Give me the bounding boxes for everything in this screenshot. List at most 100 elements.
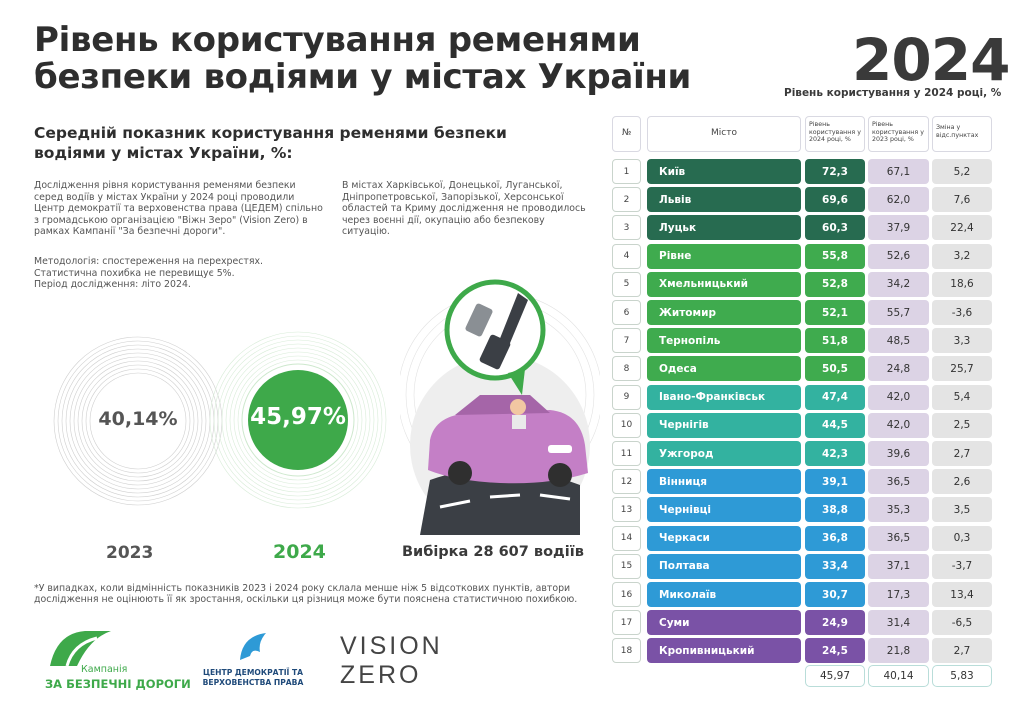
- cedem-line-1: ЦЕНТР ДЕМОКРАТІЇ ТА: [202, 668, 304, 677]
- rate-2024-cell: 51,8: [805, 328, 865, 354]
- table-row: 2 Львів 69,6 62,0 7,6: [612, 187, 992, 213]
- change-cell: 3,3: [932, 328, 992, 354]
- rate-2023-cell: 34,2: [868, 271, 929, 297]
- change-cell: 0,3: [932, 525, 992, 551]
- rate-2024-cell: 42,3: [805, 441, 865, 466]
- table-row: 7 Тернопіль 51,8 48,5 3,3: [612, 328, 992, 354]
- change-cell: 13,4: [932, 582, 992, 607]
- rate-2023-cell: 36,5: [868, 469, 929, 495]
- change-cell: 5,2: [932, 159, 992, 184]
- cedem-logo: ЦЕНТР ДЕМОКРАТІЇ ТА ВЕРХОВЕНСТВА ПРАВА: [198, 630, 308, 690]
- total-rate-2024: 45,97: [805, 665, 865, 687]
- rate-2023-cell: 62,0: [868, 187, 929, 213]
- pink-car: [428, 395, 588, 487]
- table-row: 1 Київ 72,3 67,1 5,2: [612, 159, 992, 184]
- regions-note: В містах Харківської, Донецької, Лугансь…: [342, 180, 586, 238]
- rate-2023-cell: 17,3: [868, 582, 929, 607]
- period-text: Період дослідження: літо 2024.: [34, 279, 191, 291]
- label-2024: 2024: [273, 541, 326, 563]
- change-cell: 18,6: [932, 271, 992, 297]
- seatbelt-bubble: [444, 279, 546, 395]
- change-cell: 25,7: [932, 356, 992, 382]
- row-number: 18: [612, 638, 641, 664]
- table-row: 8 Одеса 50,5 24,8 25,7: [612, 356, 992, 382]
- rate-2023-cell: 48,5: [868, 328, 929, 354]
- buckle: [479, 334, 511, 370]
- rate-2023-cell: 36,5: [868, 525, 929, 551]
- methodology-block: Методологія: спостереження на перехрестя…: [34, 256, 324, 291]
- row-number: 13: [612, 497, 641, 523]
- city-name: Тернопіль: [647, 328, 801, 354]
- row-number: 4: [612, 243, 641, 269]
- change-cell: 2,7: [932, 441, 992, 466]
- rate-2023-cell: 37,9: [868, 215, 929, 241]
- city-name: Черкаси: [647, 525, 801, 551]
- total-change: 5,83: [932, 665, 992, 687]
- rate-2024-cell: 52,8: [805, 271, 865, 297]
- table-row: 4 Рівне 55,8 52,6 3,2: [612, 243, 992, 269]
- rate-2024-cell: 60,3: [805, 215, 865, 241]
- table-row: 15 Полтава 33,4 37,1 -3,7: [612, 553, 992, 579]
- rate-2023-cell: 37,1: [868, 553, 929, 579]
- rate-2024-cell: 55,8: [805, 243, 865, 269]
- rate-2023-cell: 31,4: [868, 610, 929, 636]
- city-name: Миколаїв: [647, 582, 801, 607]
- city-name: Вінниця: [647, 469, 801, 495]
- city-name: Кропивницький: [647, 638, 801, 664]
- rate-2023-cell: 55,7: [868, 300, 929, 325]
- rate-2023-cell: 21,8: [868, 638, 929, 664]
- row-number: 3: [612, 215, 641, 241]
- rate-2024-cell: 50,5: [805, 356, 865, 382]
- city-name: Житомир: [647, 300, 801, 325]
- table-row: 13 Чернівці 38,8 35,3 3,5: [612, 497, 992, 523]
- rate-2023-cell: 39,6: [868, 441, 929, 466]
- row-number: 10: [612, 412, 641, 438]
- sample-size: Вибірка 28 607 водіїв: [402, 544, 584, 560]
- row-number: 1: [612, 159, 641, 184]
- city-name: Івано-Франківськ: [647, 384, 801, 410]
- average-2024-value: 45,97%: [250, 404, 346, 430]
- table-row: 18 Кропивницький 24,5 21,8 2,7: [612, 638, 992, 664]
- row-number: 2: [612, 187, 641, 213]
- row-number: 6: [612, 300, 641, 325]
- rate-2023-cell: 35,3: [868, 497, 929, 523]
- change-cell: 2,7: [932, 638, 992, 664]
- average-circles: [53, 331, 387, 509]
- vision-zero-logo: VISION ZERO: [340, 632, 440, 690]
- rate-2024-cell: 33,4: [805, 553, 865, 579]
- cedem-line-2: ВЕРХОВЕНСТВА ПРАВА: [202, 678, 304, 687]
- car-illustration: [400, 279, 600, 535]
- campaign-big-text: ЗА БЕЗПЕЧНІ ДОРОГИ: [45, 677, 191, 691]
- row-number: 7: [612, 328, 641, 354]
- change-cell: 2,5: [932, 412, 992, 438]
- rate-2024-cell: 69,6: [805, 187, 865, 213]
- total-rate-2023: 40,14: [868, 665, 929, 687]
- header-city: Місто: [647, 116, 801, 152]
- header-rate-2023: Рівень користування у 2023 році, %: [868, 116, 929, 152]
- rate-2023-cell: 42,0: [868, 412, 929, 438]
- city-name: Рівне: [647, 243, 801, 269]
- city-name: Чернігів: [647, 412, 801, 438]
- header-rate-2024: Рівень користування у 2024 році, %: [805, 116, 865, 152]
- city-name: Чернівці: [647, 497, 801, 523]
- row-number: 11: [612, 441, 641, 466]
- rate-2024-cell: 52,1: [805, 300, 865, 325]
- table-row: 12 Вінниця 39,1 36,5 2,6: [612, 469, 992, 495]
- city-name: Суми: [647, 610, 801, 636]
- city-name: Одеса: [647, 356, 801, 382]
- rate-2024-cell: 24,9: [805, 610, 865, 636]
- table-row: 16 Миколаїв 30,7 17,3 13,4: [612, 582, 992, 607]
- rate-2024-cell: 36,8: [805, 525, 865, 551]
- city-name: Хмельницький: [647, 271, 801, 297]
- year-caption: Рівень користування у 2024 році, %: [784, 87, 1002, 99]
- table-row: 17 Суми 24,9 31,4 -6,5: [612, 610, 992, 636]
- intro-paragraph: Дослідження рівня користування ременями …: [34, 180, 323, 238]
- circle-2024-rings: [209, 331, 387, 509]
- rate-2024-cell: 38,8: [805, 497, 865, 523]
- rate-2024-cell: 44,5: [805, 412, 865, 438]
- buckle-latch: [465, 303, 493, 337]
- year-heading: 2024: [852, 26, 1010, 94]
- change-cell: 5,4: [932, 384, 992, 410]
- row-number: 9: [612, 384, 641, 410]
- section-subtitle: Середній показник користування ременями …: [34, 124, 507, 162]
